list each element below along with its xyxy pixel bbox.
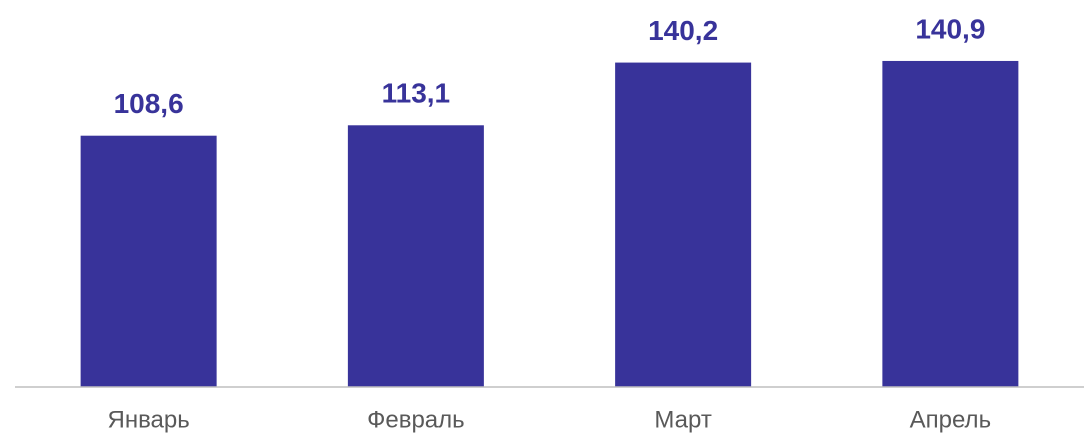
value-label: 113,1: [382, 78, 451, 109]
x-tick-label: Февраль: [367, 406, 465, 433]
bar: [615, 62, 752, 387]
x-tick-label: Апрель: [910, 406, 991, 433]
x-tick-label: Январь: [107, 406, 189, 433]
bar: [347, 125, 484, 388]
bar: [882, 60, 1019, 388]
x-tick-label: Март: [654, 406, 711, 433]
value-label: 108,6: [114, 88, 184, 119]
value-label: 140,9: [915, 13, 985, 44]
bar: [80, 135, 217, 387]
value-label: 140,2: [648, 15, 718, 46]
